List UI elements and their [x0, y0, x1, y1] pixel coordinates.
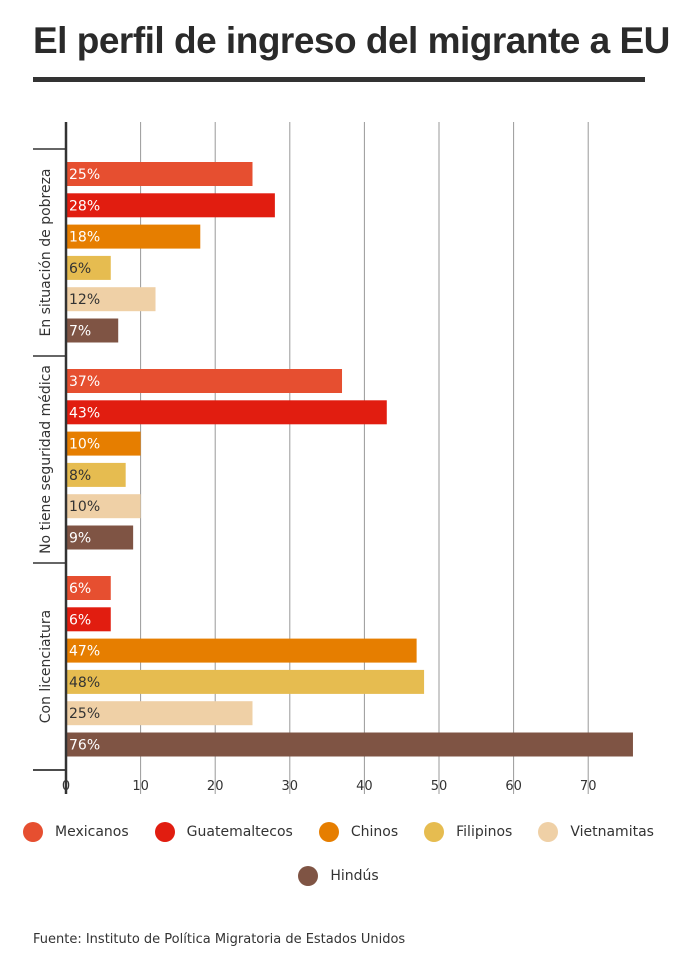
bar[interactable] — [66, 701, 253, 726]
x-tick-label: 50 — [431, 779, 448, 794]
legend-label-filipinos: Filipinos — [456, 824, 513, 840]
bar-value-label: 12% — [69, 292, 100, 308]
bar-value-label: 10% — [69, 437, 100, 453]
bar-value-label: 18% — [69, 230, 100, 246]
x-tick-label: 30 — [282, 779, 299, 794]
bar[interactable] — [66, 369, 343, 393]
x-tick-label: 20 — [207, 779, 224, 794]
x-tick-label: 10 — [132, 779, 149, 794]
legend-swatch-filipinos — [424, 822, 445, 842]
chart-title: El perfil de ingreso del migrante a EU — [33, 20, 670, 61]
bar[interactable] — [66, 669, 425, 694]
legend-item-chinos[interactable]: Chinos — [318, 822, 399, 842]
legend-swatch-vietnamitas — [538, 822, 559, 842]
bar[interactable] — [66, 494, 141, 519]
bar[interactable] — [66, 287, 156, 312]
bar-value-label: 37% — [69, 374, 100, 390]
bar[interactable] — [66, 224, 201, 249]
legend: Mexicanos Guatemaltecos Chinos Filipinos… — [0, 822, 677, 910]
bar-chart: 010203040506070En situación de pobrezaNo… — [33, 122, 633, 794]
bar[interactable] — [66, 193, 275, 218]
legend-label-mexicanos: Mexicanos — [55, 824, 129, 840]
legend-swatch-mexicanos — [23, 822, 44, 842]
bar[interactable] — [66, 732, 633, 757]
legend-label-chinos: Chinos — [350, 824, 399, 840]
bar-value-label: 9% — [69, 531, 91, 547]
legend-item-guatemaltecos[interactable]: Guatemaltecos — [154, 822, 293, 842]
legend-row-2: Hindús — [0, 866, 677, 886]
category-label: Con licenciatura — [38, 610, 54, 724]
bar[interactable] — [66, 318, 119, 343]
legend-swatch-chinos — [318, 822, 339, 842]
bar-value-label: 10% — [69, 499, 100, 515]
source-note: Fuente: Instituto de Política Migratoria… — [33, 932, 406, 947]
legend-label-hindus: Hindús — [330, 868, 379, 884]
legend-row-1: Mexicanos Guatemaltecos Chinos Filipinos… — [0, 822, 677, 842]
bar[interactable] — [66, 400, 387, 425]
x-tick-label: 60 — [505, 779, 522, 794]
bar-value-label: 76% — [69, 738, 100, 754]
bar[interactable] — [66, 431, 141, 456]
bar-value-label: 28% — [69, 198, 100, 214]
bar-value-label: 25% — [69, 167, 100, 183]
bar-value-label: 6% — [69, 581, 91, 597]
legend-item-mexicanos[interactable]: Mexicanos — [23, 822, 129, 842]
title-underline — [33, 77, 645, 82]
bar[interactable] — [66, 462, 126, 487]
bar-value-label: 6% — [69, 612, 91, 628]
x-tick-label: 70 — [580, 779, 597, 794]
bar-value-label: 7% — [69, 324, 91, 340]
legend-swatch-hindus — [298, 866, 319, 886]
legend-label-guatemaltecos: Guatemaltecos — [186, 824, 293, 840]
legend-item-filipinos[interactable]: Filipinos — [424, 822, 512, 842]
legend-item-vietnamitas[interactable]: Vietnamitas — [538, 822, 654, 842]
bar-value-label: 47% — [69, 644, 100, 660]
bar[interactable] — [66, 162, 253, 186]
x-tick-label: 40 — [356, 779, 373, 794]
bar[interactable] — [66, 576, 111, 600]
bar[interactable] — [66, 255, 111, 280]
bar-value-label: 43% — [69, 405, 100, 421]
bar[interactable] — [66, 607, 111, 632]
bar-value-label: 8% — [69, 468, 91, 484]
legend-item-hindus[interactable]: Hindús — [298, 866, 379, 886]
legend-label-vietnamitas: Vietnamitas — [570, 824, 654, 840]
category-label: En situación de pobreza — [38, 168, 54, 336]
legend-swatch-guatemaltecos — [154, 822, 175, 842]
bar-value-label: 25% — [69, 706, 100, 722]
bar-value-label: 48% — [69, 675, 100, 691]
bar-value-label: 6% — [69, 261, 91, 277]
bar[interactable] — [66, 638, 417, 663]
bar[interactable] — [66, 525, 134, 550]
category-label: No tiene seguridad médica — [38, 365, 54, 554]
